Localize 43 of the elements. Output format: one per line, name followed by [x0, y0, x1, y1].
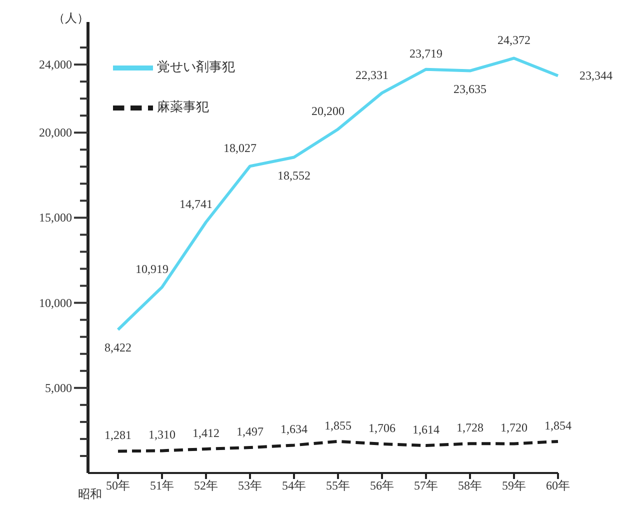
legend-label: 麻薬事犯: [157, 98, 209, 114]
data-label: 1,728: [456, 420, 484, 435]
data-label: 1,310: [148, 428, 176, 442]
legend-label: 覚せい剤事犯: [157, 58, 235, 74]
x-tick-label: 56年: [370, 478, 394, 493]
data-label: 1,720: [500, 420, 528, 435]
y-tick-label: 5,000: [45, 380, 72, 395]
x-tick-label: 52年: [194, 478, 218, 493]
x-tick-label: 50年: [106, 478, 130, 493]
data-label: 23,344: [580, 68, 612, 83]
data-label: 1,706: [368, 420, 396, 435]
data-label: 1,614: [412, 422, 440, 437]
x-axis-title: 昭和: [78, 486, 102, 503]
data-label: 1,281: [104, 428, 132, 442]
data-label: 23,719: [410, 46, 442, 60]
data-label: 1,855: [324, 418, 352, 432]
data-label: 23,635: [454, 82, 486, 96]
x-tick-label: 55年: [326, 478, 350, 493]
x-tick-label: 60年: [546, 478, 570, 493]
data-label: 20,200: [312, 104, 344, 118]
x-tick-label: 54年: [282, 478, 306, 493]
data-label: 24,372: [498, 33, 530, 48]
x-tick-label: 59年: [502, 478, 526, 493]
y-tick-label: 10,000: [39, 296, 72, 310]
y-tick-label: 15,000: [39, 210, 72, 225]
line-series: [116, 440, 560, 453]
data-label: 14,741: [180, 197, 212, 212]
x-tick-label: 51年: [150, 478, 174, 493]
data-label: 1,497: [236, 424, 264, 439]
x-tick-label: 58年: [458, 478, 482, 493]
y-axis-title: （人）: [53, 10, 89, 27]
data-label: 18,552: [278, 168, 310, 182]
data-label: 1,854: [544, 418, 572, 432]
data-label: 22,331: [356, 68, 388, 82]
y-tick-label: 24,000: [39, 58, 72, 72]
y-tick-label: 20,000: [39, 126, 72, 140]
x-tick-label: 57年: [414, 478, 438, 493]
data-label: 10,919: [136, 262, 168, 276]
data-label: 8,422: [104, 340, 132, 355]
data-label: 1,634: [280, 422, 308, 436]
x-tick-label: 53年: [238, 478, 262, 493]
data-label: 1,412: [192, 426, 220, 440]
data-label: 18,027: [224, 141, 256, 156]
